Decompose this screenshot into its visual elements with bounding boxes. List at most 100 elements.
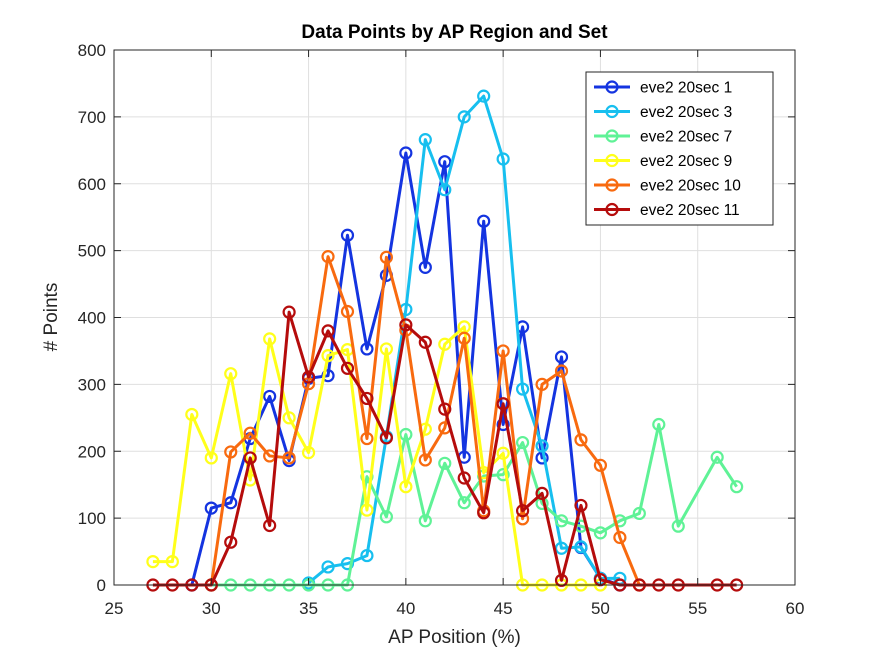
series-line	[190, 151, 621, 587]
y-tick-label: 100	[78, 509, 106, 528]
y-tick-label: 600	[78, 175, 106, 194]
data-point	[301, 370, 316, 384]
x-tick-label: 30	[202, 599, 221, 618]
data-point	[574, 498, 588, 513]
data-point	[224, 445, 238, 459]
data-point	[146, 554, 160, 569]
legend-label: eve2 20sec 11	[640, 202, 740, 219]
data-point	[204, 451, 218, 465]
data-point	[165, 554, 179, 569]
y-tick-label: 500	[78, 242, 106, 261]
data-point	[301, 445, 316, 460]
data-point	[574, 433, 588, 447]
x-tick-label: 40	[396, 599, 415, 618]
data-point	[204, 501, 218, 515]
legend-label: eve2 20sec 9	[640, 153, 732, 170]
x-tick-label: 55	[688, 599, 707, 618]
y-tick-label: 300	[78, 375, 106, 394]
data-point	[477, 506, 491, 520]
legend-marker	[605, 202, 619, 217]
chart-title: Data Points by AP Region and Set	[301, 22, 608, 43]
data-point	[496, 397, 510, 411]
legend-label: eve2 20sec 1	[640, 80, 732, 97]
data-point	[360, 548, 374, 563]
data-point	[224, 367, 238, 381]
data-point	[593, 526, 608, 540]
data-point	[224, 496, 238, 510]
data-point	[360, 342, 374, 356]
data-point	[243, 426, 257, 440]
legend-item: eve2 20sec 10	[594, 178, 741, 195]
data-point	[632, 506, 646, 521]
data-point	[340, 361, 355, 375]
data-point	[282, 411, 296, 425]
y-tick-label: 700	[78, 108, 106, 127]
data-point	[457, 110, 471, 124]
data-point	[515, 435, 530, 450]
x-tick-label: 50	[591, 599, 610, 618]
data-point	[321, 324, 335, 338]
data-point	[438, 155, 452, 169]
data-point	[418, 133, 432, 147]
data-point	[263, 518, 277, 533]
y-tick-label: 0	[97, 576, 106, 595]
legend-label: eve2 20sec 10	[640, 178, 741, 195]
data-point	[554, 541, 569, 555]
y-tick-label: 400	[78, 309, 106, 328]
data-point	[418, 335, 432, 349]
legend-label: eve2 20sec 3	[640, 104, 732, 121]
data-point	[379, 510, 393, 524]
data-point	[457, 471, 471, 485]
y-tick-label: 200	[78, 442, 106, 461]
data-point	[418, 453, 432, 467]
data-point	[438, 456, 452, 470]
data-point	[360, 391, 374, 406]
data-point	[321, 349, 335, 363]
data-point	[399, 480, 413, 494]
data-point	[418, 260, 432, 274]
data-point	[360, 503, 374, 517]
data-point	[418, 514, 432, 528]
data-point	[496, 417, 510, 432]
data-point	[263, 332, 277, 346]
data-point	[360, 431, 374, 446]
data-point	[477, 89, 491, 103]
data-point	[515, 504, 530, 518]
data-point	[340, 556, 355, 571]
data-point	[282, 305, 296, 319]
data-point	[438, 337, 452, 351]
legend-marker	[605, 178, 619, 192]
data-point	[243, 451, 257, 465]
series-layer	[146, 89, 744, 592]
data-point	[321, 250, 335, 264]
y-tick-label: 800	[78, 41, 106, 60]
data-point	[399, 318, 413, 332]
legend-item: eve2 20sec 3	[594, 104, 732, 121]
data-point	[340, 304, 355, 319]
x-tick-label: 25	[105, 599, 124, 618]
legend-item: eve2 20sec 11	[594, 202, 740, 219]
data-point	[185, 407, 199, 422]
legend-label: eve2 20sec 7	[640, 129, 732, 146]
data-point	[477, 214, 491, 228]
data-point	[496, 344, 510, 358]
data-point	[282, 451, 296, 465]
data-point	[593, 458, 608, 472]
data-point	[340, 228, 355, 242]
data-point	[535, 377, 549, 391]
legend-marker	[605, 80, 619, 94]
data-point	[535, 486, 549, 500]
data-point	[379, 342, 393, 356]
data-point	[671, 519, 685, 533]
data-point	[613, 530, 627, 545]
legend-box	[585, 71, 774, 226]
data-point	[321, 560, 335, 574]
legend-item: eve2 20sec 9	[594, 153, 732, 170]
data-point	[535, 439, 549, 453]
data-point	[457, 496, 471, 510]
data-point	[554, 573, 569, 587]
data-point	[438, 183, 452, 197]
data-point	[379, 431, 393, 445]
data-point	[399, 146, 413, 160]
